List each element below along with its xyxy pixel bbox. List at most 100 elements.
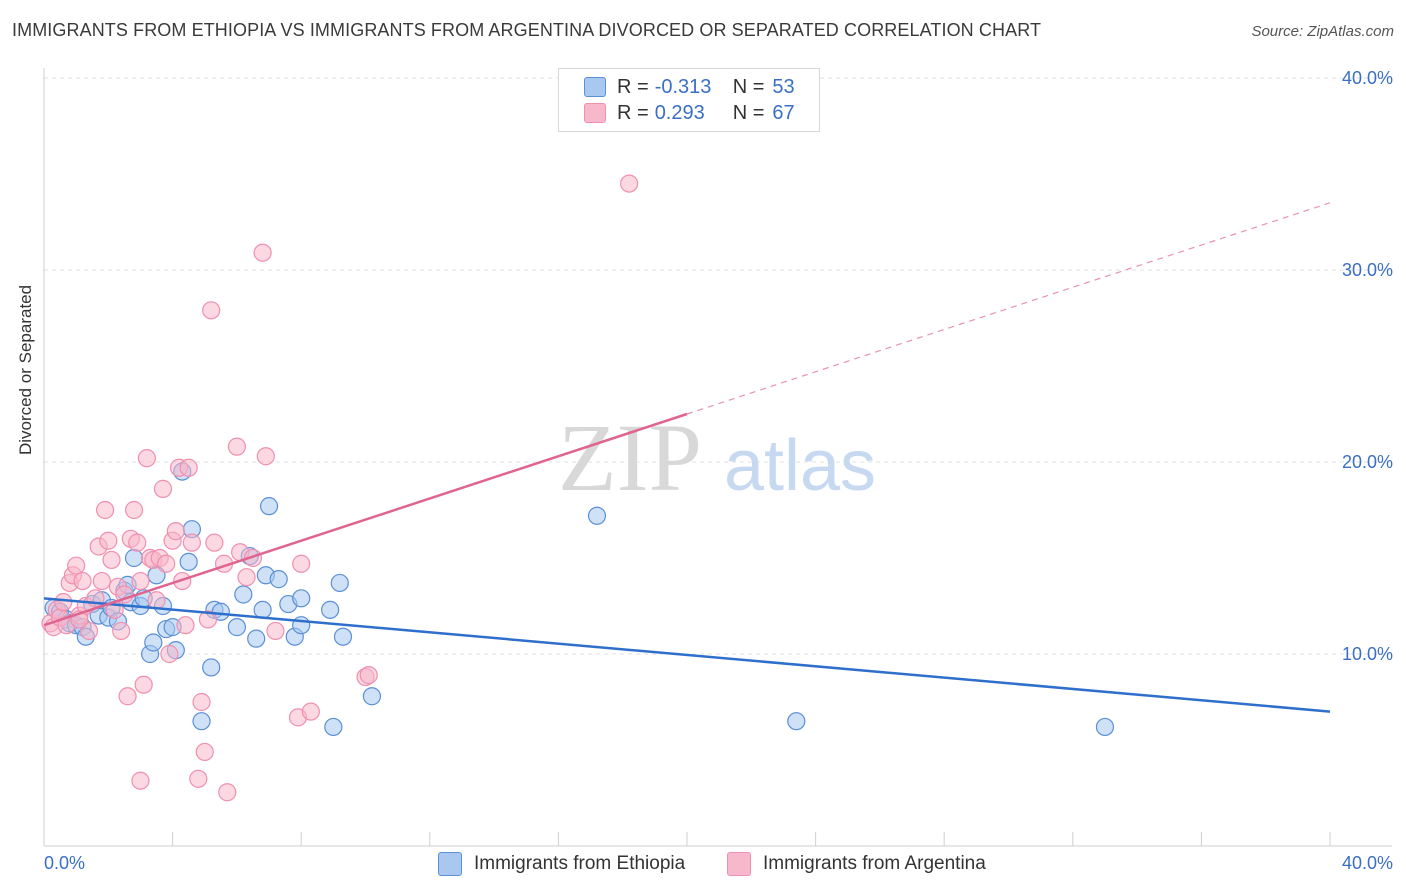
point-argentina xyxy=(134,675,153,694)
point-argentina xyxy=(218,783,237,802)
y-tick-label: 30.0% xyxy=(1342,260,1393,280)
legend-n-label: N = xyxy=(732,75,765,98)
legend-n-label: N = xyxy=(732,101,765,124)
point-argentina xyxy=(202,301,221,320)
legend-swatch-argentina xyxy=(584,103,606,123)
legend-r-label: R = xyxy=(617,75,649,98)
point-argentina xyxy=(102,550,121,570)
point-ethiopia xyxy=(234,585,253,604)
point-argentina xyxy=(128,533,147,552)
legend-bottom-label-argentina: Immigrants from Argentina xyxy=(763,853,986,874)
point-ethiopia xyxy=(259,497,279,516)
point-ethiopia xyxy=(292,589,311,608)
point-argentina xyxy=(118,687,137,706)
source-label: Source: ZipAtlas.com xyxy=(1251,23,1394,40)
grid-lines xyxy=(44,77,1392,655)
legend-bottom-label-ethiopia: Immigrants from Ethiopia xyxy=(474,853,686,874)
point-argentina xyxy=(137,449,156,468)
point-ethiopia xyxy=(202,658,221,677)
point-argentina xyxy=(292,554,311,573)
legend-bottom-swatch-ethiopia xyxy=(438,852,462,876)
point-argentina xyxy=(153,479,173,498)
axes xyxy=(43,68,1392,847)
point-argentina xyxy=(99,531,118,550)
x-tick-label: 40.0% xyxy=(1342,853,1393,873)
point-ethiopia xyxy=(124,548,144,568)
point-ethiopia xyxy=(333,627,353,646)
y-axis-label: Divorced or Separated xyxy=(16,284,35,455)
legend-n-value: 67 xyxy=(772,101,795,124)
point-ethiopia xyxy=(253,600,272,619)
point-ethiopia xyxy=(247,629,266,648)
point-argentina xyxy=(147,591,166,610)
point-argentina xyxy=(198,610,218,629)
watermark-atlas: atlas xyxy=(724,426,876,506)
legend-item-ethiopia: Immigrants from Ethiopia xyxy=(438,852,685,876)
point-argentina xyxy=(243,548,263,568)
legend-row-argentina: R = 0.293 N = 67 xyxy=(584,101,795,125)
point-ethiopia xyxy=(362,687,382,706)
watermark-zip: ZIP xyxy=(558,404,702,511)
legend-swatch-ethiopia xyxy=(584,77,606,97)
point-ethiopia xyxy=(330,573,349,593)
point-argentina xyxy=(182,533,201,552)
x-tick-label: 0.0% xyxy=(44,853,85,873)
point-argentina xyxy=(253,243,272,262)
point-argentina xyxy=(179,458,198,477)
chart-title: IMMIGRANTS FROM ETHIOPIA VS IMMIGRANTS F… xyxy=(12,20,1042,40)
trend-lines xyxy=(43,202,1331,713)
trend-line-argentina-extension xyxy=(686,202,1331,415)
point-argentina xyxy=(95,500,115,520)
point-argentina xyxy=(131,571,150,591)
point-argentina xyxy=(54,593,73,612)
point-ethiopia xyxy=(1095,717,1115,737)
legend-row-ethiopia: R = -0.313 N = 53 xyxy=(584,75,795,99)
point-argentina xyxy=(92,571,111,591)
y-tick-label: 20.0% xyxy=(1342,452,1393,472)
point-argentina xyxy=(195,742,214,762)
point-argentina xyxy=(205,533,224,552)
legend-n-value: 53 xyxy=(772,75,795,98)
legend-r-value: -0.313 xyxy=(654,75,712,98)
point-argentina xyxy=(192,692,211,712)
point-ethiopia xyxy=(227,618,246,637)
point-argentina xyxy=(112,621,131,641)
watermark: ZIP atlas xyxy=(558,404,876,511)
point-argentina xyxy=(157,554,176,573)
point-argentina xyxy=(301,702,320,721)
legend-bottom-swatch-argentina xyxy=(727,852,751,876)
point-ethiopia xyxy=(179,552,198,571)
legend-r-value: 0.293 xyxy=(654,101,705,124)
y-tick-label: 10.0% xyxy=(1342,644,1393,664)
y-tick-label: 40.0% xyxy=(1342,68,1393,88)
point-ethiopia xyxy=(144,633,163,652)
point-ethiopia xyxy=(587,506,607,525)
legend-r-label: R = xyxy=(617,101,649,124)
point-argentina xyxy=(189,769,208,788)
point-argentina xyxy=(227,437,246,456)
point-argentina xyxy=(131,771,150,790)
point-argentina xyxy=(266,621,285,641)
point-argentina xyxy=(166,522,185,541)
point-ethiopia xyxy=(324,717,343,737)
point-argentina xyxy=(73,571,92,591)
point-argentina xyxy=(359,666,378,685)
trend-line-ethiopia xyxy=(43,597,1331,713)
point-argentina xyxy=(124,500,144,520)
point-argentina xyxy=(237,568,256,587)
point-ethiopia xyxy=(269,570,288,589)
point-argentina xyxy=(67,556,86,575)
point-ethiopia xyxy=(192,712,211,731)
trend-line-argentina xyxy=(43,412,688,627)
point-argentina xyxy=(256,447,275,466)
tick-labels: 10.0% 20.0% 30.0% 40.0% 0.0% 40.0% xyxy=(44,68,1393,873)
point-argentina xyxy=(160,644,179,664)
point-ethiopia xyxy=(321,600,340,619)
point-ethiopia xyxy=(787,712,806,731)
point-argentina xyxy=(176,616,195,635)
legend-item-argentina: Immigrants from Argentina xyxy=(727,852,986,876)
point-argentina xyxy=(115,585,134,604)
correlation-legend: R = -0.313 N = 53 R = 0.293 N = 67 xyxy=(558,68,820,132)
point-argentina xyxy=(620,174,639,193)
